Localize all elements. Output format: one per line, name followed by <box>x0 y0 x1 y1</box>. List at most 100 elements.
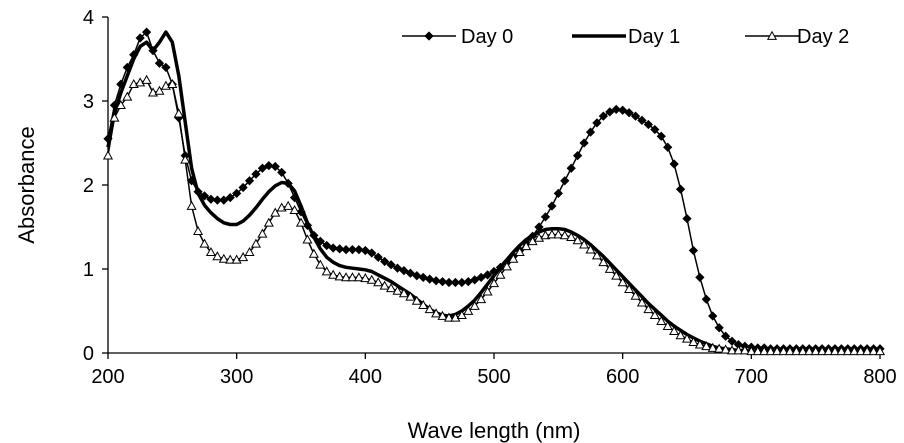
y-tick-label: 0 <box>83 343 94 365</box>
y-axis-title: Absorbance <box>14 126 39 243</box>
triangle-marker <box>842 346 853 356</box>
x-axis-ticks: 200 300 400 500 600 700 800 <box>91 353 897 388</box>
triangle-marker <box>238 252 249 262</box>
diamond-marker <box>341 245 351 255</box>
triangle-marker <box>270 207 281 217</box>
diamond-marker <box>688 245 699 256</box>
y-tick-label: 1 <box>83 259 94 281</box>
triangle-marker <box>205 246 216 257</box>
x-tick-label: 500 <box>477 366 510 388</box>
triangle-marker <box>315 259 326 269</box>
series-line <box>106 30 880 354</box>
triangle-marker <box>443 312 455 322</box>
diamond-marker <box>373 252 383 262</box>
triangle-marker <box>244 246 255 257</box>
y-tick-label: 3 <box>83 91 94 113</box>
y-tick-label: 2 <box>83 175 94 197</box>
triangle-marker <box>855 346 866 356</box>
diamond-marker <box>669 159 679 169</box>
triangle-marker <box>533 232 545 242</box>
triangle-marker <box>566 231 577 241</box>
triangle-marker <box>514 246 525 257</box>
triangle-marker <box>784 346 795 356</box>
diamond-marker <box>470 275 480 285</box>
diamond-marker <box>605 107 615 117</box>
triangle-marker <box>688 336 699 346</box>
triangle-marker <box>598 257 609 267</box>
x-axis-title: Wave length (nm) <box>408 418 581 443</box>
x-tick-label: 200 <box>91 366 124 388</box>
triangle-marker <box>360 273 371 283</box>
triangle-marker <box>694 339 705 349</box>
triangle-marker <box>250 238 262 248</box>
diamond-marker <box>380 256 390 267</box>
triangle-marker <box>797 346 808 356</box>
diamond-marker <box>412 271 422 281</box>
triangle-marker <box>726 345 738 355</box>
triangle-marker <box>495 269 506 279</box>
triangle-marker <box>411 295 422 305</box>
diamond-marker <box>560 176 570 186</box>
diamond-marker <box>277 167 287 178</box>
y-tick-label: 4 <box>83 7 94 29</box>
triangle-marker <box>791 346 802 356</box>
y-axis-ticks: 0 1 2 3 4 <box>83 7 108 365</box>
diamond-marker <box>251 169 261 179</box>
triangle-marker <box>849 346 860 356</box>
diamond-marker <box>386 260 396 270</box>
triangle-marker <box>746 346 757 356</box>
diamond-marker <box>701 294 711 304</box>
triangle-marker <box>868 346 879 356</box>
diamond-marker <box>444 277 454 288</box>
triangle-marker <box>714 343 725 353</box>
diamond-marker <box>418 272 428 283</box>
triangle-marker <box>334 271 345 281</box>
triangle-marker <box>669 325 680 336</box>
legend-triangle-marker <box>766 30 778 40</box>
diamond-marker <box>695 272 705 283</box>
diamond-marker <box>637 115 647 125</box>
triangle-marker <box>379 280 390 290</box>
diamond-marker <box>624 108 634 118</box>
triangle-marker <box>328 269 339 279</box>
diamond-marker <box>334 244 345 254</box>
triangle-marker <box>836 346 847 356</box>
triangle-marker <box>604 263 615 273</box>
diamond-marker <box>206 194 216 204</box>
diamond-marker <box>135 33 145 43</box>
legend-diamond-marker <box>424 31 434 41</box>
diamond-marker <box>238 182 248 193</box>
triangle-marker <box>302 234 313 244</box>
triangle-marker <box>109 112 120 122</box>
triangle-marker <box>353 272 364 282</box>
triangle-marker <box>225 254 236 264</box>
series-line <box>107 79 880 353</box>
triangle-marker <box>624 283 635 294</box>
triangle-marker <box>591 250 602 260</box>
triangle-marker <box>424 304 435 314</box>
diamond-marker <box>264 161 274 171</box>
series-line <box>107 31 880 350</box>
series-day-0 <box>103 27 885 354</box>
legend-label: Day 1 <box>628 26 680 48</box>
triangle-marker <box>752 346 763 356</box>
diamond-marker <box>476 272 486 283</box>
diamond-marker <box>714 323 724 333</box>
triangle-marker <box>707 342 718 352</box>
legend: Day 0 Day 1 Day 2 <box>402 26 849 48</box>
triangle-marker <box>636 297 648 307</box>
diamond-marker <box>322 240 332 251</box>
x-tick-label: 400 <box>349 366 382 388</box>
triangle-marker <box>193 225 204 236</box>
diamond-marker <box>611 104 621 115</box>
triangle-marker <box>263 217 274 227</box>
diamond-marker <box>225 192 235 203</box>
x-tick-label: 600 <box>606 366 639 388</box>
diamond-marker <box>354 245 364 255</box>
diamond-marker <box>425 274 435 284</box>
legend-label: Day 2 <box>797 26 849 48</box>
diamond-marker <box>232 188 242 199</box>
triangle-marker <box>804 346 815 356</box>
diamond-marker <box>360 245 370 256</box>
